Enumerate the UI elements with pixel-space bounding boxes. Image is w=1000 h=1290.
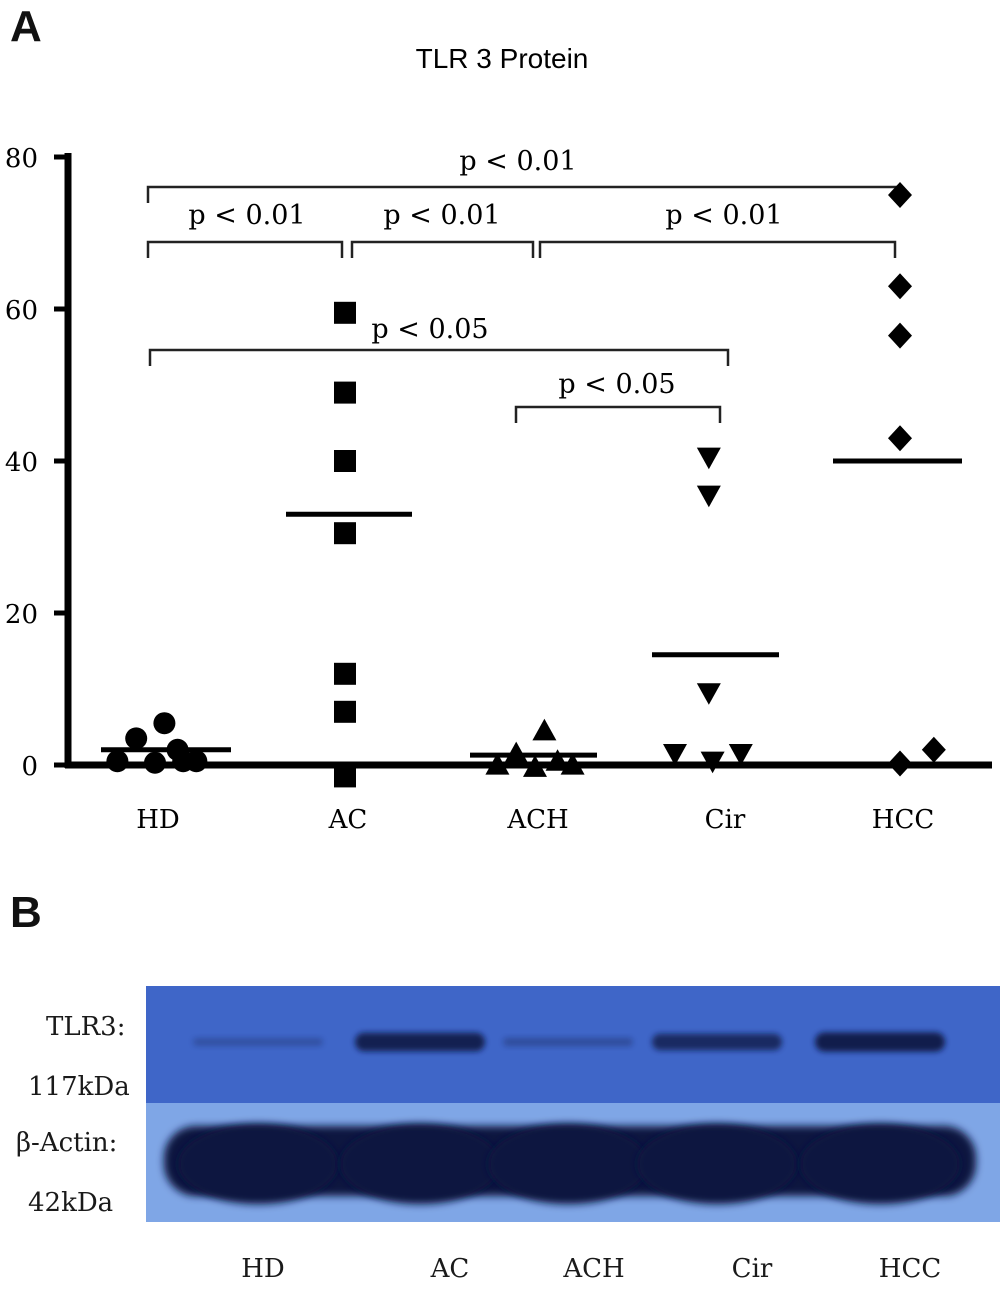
data-point <box>663 744 687 766</box>
data-point <box>153 712 176 735</box>
data-point <box>523 755 547 777</box>
actin-band <box>800 1124 960 1204</box>
data-point <box>888 750 912 777</box>
data-point <box>504 741 529 764</box>
data-point <box>334 700 356 723</box>
lane-label-ac: AC <box>430 1254 470 1284</box>
p-value-label: p < 0.01 <box>383 200 500 231</box>
tlr3-band <box>652 1033 782 1051</box>
data-point <box>334 381 356 404</box>
significance-bracket <box>350 240 535 258</box>
y-tick-label: 0 <box>21 752 38 782</box>
panel-b-letter: B <box>10 888 42 937</box>
actin-band <box>488 1124 648 1204</box>
data-point <box>921 736 946 763</box>
data-point <box>532 718 557 741</box>
tlr3-band <box>193 1037 323 1047</box>
data-point <box>696 447 721 470</box>
tlr3-band <box>815 1032 945 1052</box>
tlr3-band <box>503 1037 633 1047</box>
x-tick-label: ACH <box>506 805 568 835</box>
significance-bracket <box>538 240 897 258</box>
actin-band <box>178 1124 338 1204</box>
x-tick-label: HD <box>136 805 180 835</box>
y-tick-label: 40 <box>5 448 38 478</box>
actin-kda-label: 42kDa <box>28 1188 114 1218</box>
data-point <box>696 683 721 705</box>
data-point <box>888 182 912 208</box>
data-point <box>106 750 129 773</box>
data-point <box>172 750 195 773</box>
significance-bracket <box>514 405 722 423</box>
x-tick-label: AC <box>328 805 368 835</box>
p-value-label: p < 0.01 <box>665 200 782 231</box>
significance-bracket <box>148 348 730 366</box>
actin-band <box>637 1124 797 1204</box>
data-point <box>144 751 166 774</box>
p-value-label: p < 0.05 <box>558 369 675 400</box>
data-point <box>700 751 725 774</box>
data-point <box>334 522 356 545</box>
chart-title: TLR 3 Protein <box>416 43 589 74</box>
lane-label-hd: HD <box>241 1254 285 1284</box>
lane-label-cir: Cir <box>731 1254 773 1284</box>
data-point <box>125 727 148 750</box>
lane-label-hcc: HCC <box>878 1254 942 1284</box>
data-point <box>888 322 912 349</box>
tlr3-protein-scatter-chart: TLR 3 Protein 0 20 40 60 80 HD AC ACH Cir HCC p <… <box>5 43 992 835</box>
data-point <box>696 485 721 508</box>
significance-bracket <box>146 240 344 258</box>
data-point <box>334 662 356 685</box>
data-point <box>560 753 585 775</box>
data-point <box>888 273 912 300</box>
data-point <box>485 753 510 775</box>
x-tick-label: HCC <box>872 805 934 835</box>
tlr3-label: TLR3: <box>46 1012 126 1042</box>
panel-a-letter: A <box>10 2 42 51</box>
lane-label-ach: ACH <box>563 1254 625 1284</box>
y-tick-label: 20 <box>5 600 38 630</box>
actin-label: β-Actin: <box>16 1128 118 1158</box>
data-point <box>545 749 570 771</box>
tlr3-kda-label: 117kDa <box>28 1072 130 1102</box>
actin-band <box>340 1124 500 1204</box>
p-value-label: p < 0.01 <box>188 200 305 231</box>
data-point <box>334 765 356 788</box>
data-point <box>334 301 356 324</box>
y-tick-label: 80 <box>5 144 38 174</box>
p-value-label: p < 0.05 <box>371 314 488 345</box>
p-value-label: p < 0.01 <box>459 146 576 177</box>
western-blot-image <box>146 986 1000 1222</box>
data-point <box>728 744 753 766</box>
x-tick-label: Cir <box>705 805 746 835</box>
tlr3-band <box>355 1032 485 1052</box>
data-point <box>888 425 912 452</box>
data-point <box>334 450 356 472</box>
y-tick-label: 60 <box>5 296 38 326</box>
